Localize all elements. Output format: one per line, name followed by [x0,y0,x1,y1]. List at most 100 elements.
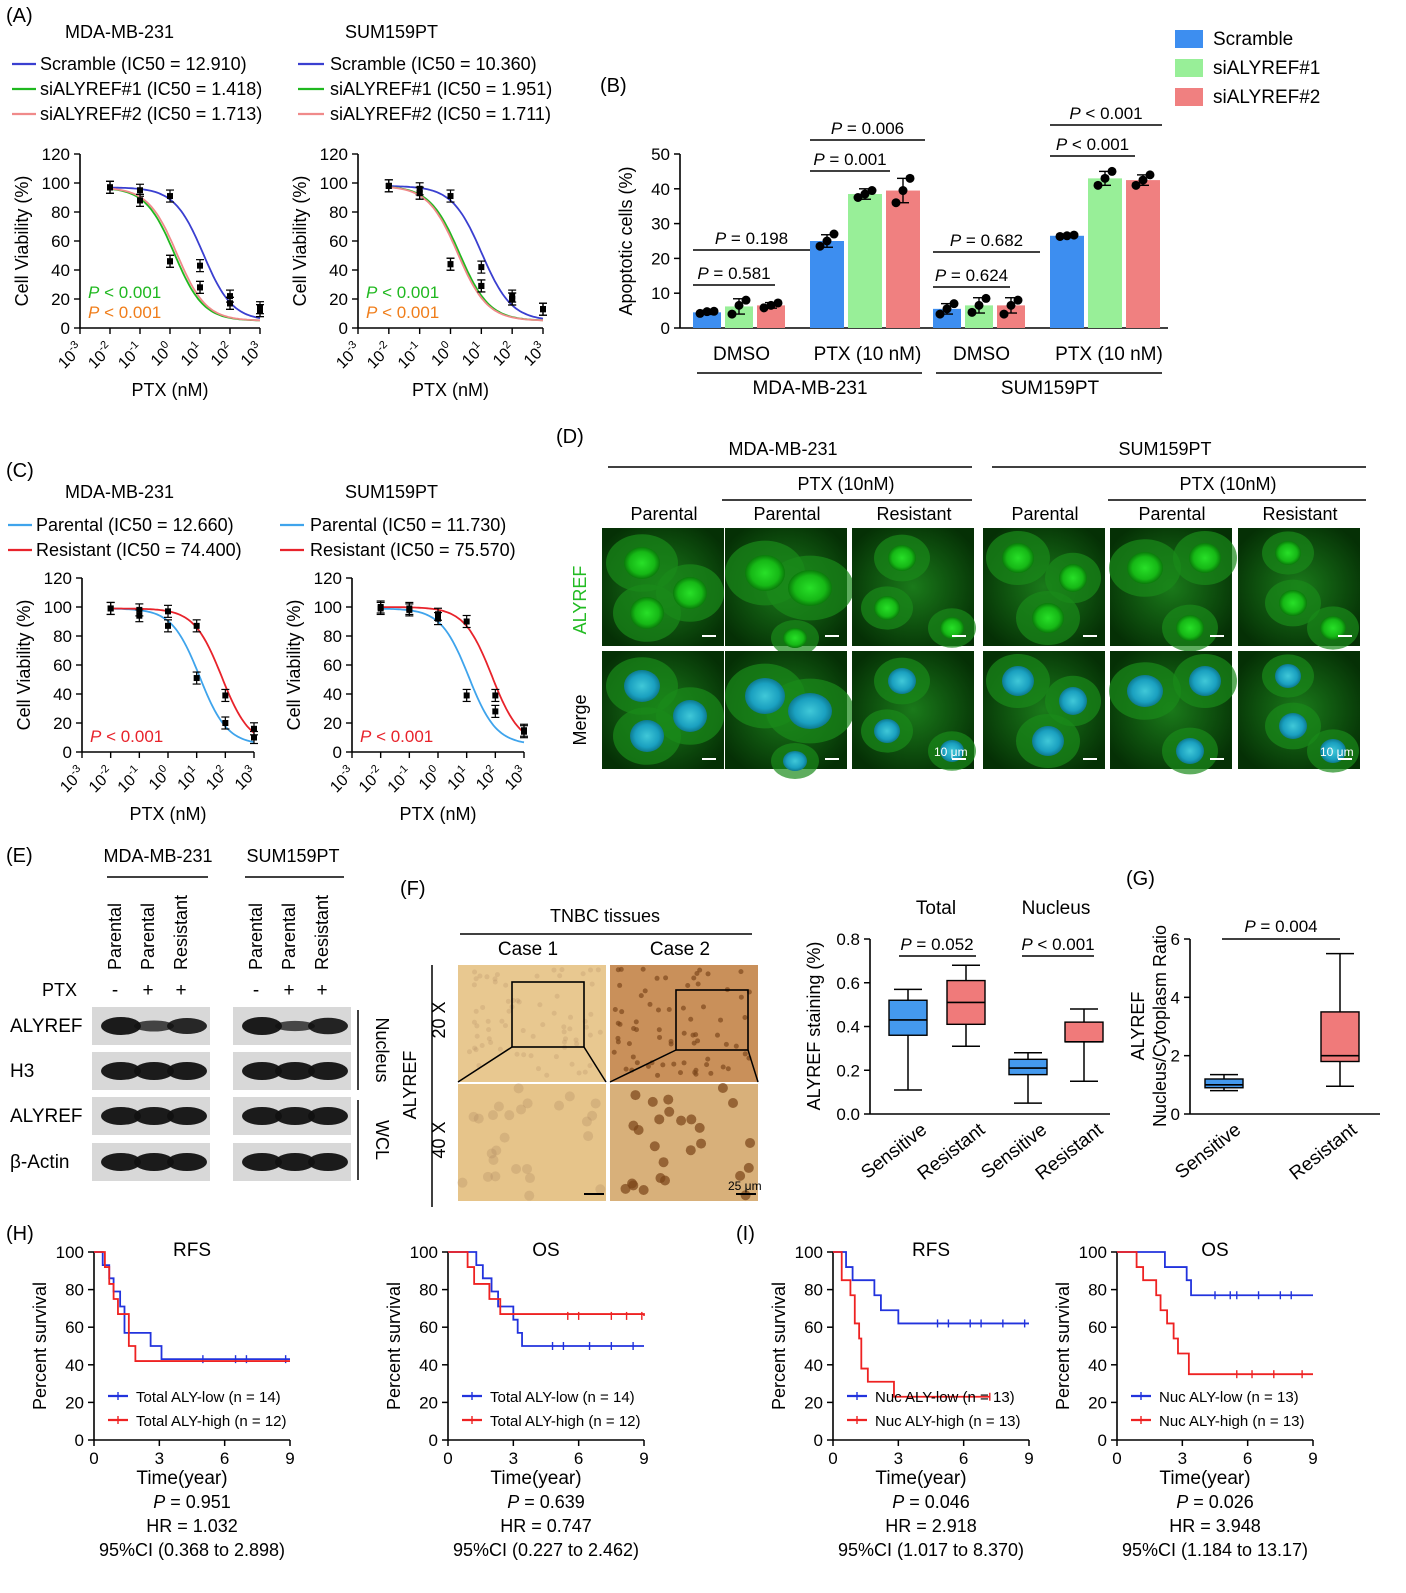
nucleus-stain [473,976,479,982]
nucleus-stain [623,1066,629,1072]
y-axis-label: Percent survival [30,1282,50,1410]
confidence-interval: 95%CI (1.184 to 13.17) [1122,1540,1308,1560]
x-tick-label: 9 [285,1449,294,1468]
dose-curve [380,606,525,734]
lane-label: Resistant [312,895,332,970]
x-tick-label: 6 [1243,1449,1252,1468]
legend-label: Total ALY-high (n = 12) [136,1413,287,1430]
nucleus [874,596,900,620]
stain-label: ALYREF [400,1051,420,1120]
column-label: Parental [630,504,697,524]
p-value: P = 0.052 [900,935,973,954]
x-tick-label: 3 [1178,1449,1187,1468]
micrograph [725,528,854,656]
y-tick-label: 60 [419,1318,438,1337]
cell-line-title: MDA-MB-231 [103,846,212,866]
p-value: P = 0.001 [813,150,886,169]
nucleus-stain [740,1190,751,1201]
ptx-sign: + [175,980,186,1001]
nucleus-stain [554,1100,565,1111]
nucleus-stain [630,1090,641,1101]
y-tick-label: 30 [651,215,670,234]
x-tick-label: 100 [426,339,457,370]
y-tick-label: 10 [651,284,670,303]
x-tick-label: 10-1 [393,339,427,373]
y-axis-label: Apoptotic cells (%) [616,166,636,315]
nucleus-stain [685,1145,696,1156]
y-tick-label: 60 [329,232,348,251]
group-label: PTX (10 nM) [1055,344,1163,365]
box [1204,1078,1244,1089]
x-tick-label: 10-3 [53,339,87,373]
blot-band [134,1020,174,1032]
nucleus-stain [573,1037,579,1043]
nucleus-stain [516,1104,527,1115]
nucleus-stain [695,981,701,987]
y-tick-label: 4 [1171,988,1180,1007]
data-dot [741,295,751,305]
nucleus [788,693,832,729]
p-value: P < 0.001 [366,303,439,322]
dose-curve [380,607,525,744]
nucleus-stain [583,1024,589,1030]
panel-label-F: (F) [400,878,426,900]
nucleus-stain [645,1063,651,1069]
nucleus-stain [638,1184,649,1195]
y-tick-label: 60 [51,232,70,251]
y-axis-label: Percent survival [769,1282,789,1410]
nucleus-stain [658,1157,669,1168]
y-tick-label: 20 [1088,1393,1107,1412]
micrograph [602,651,724,769]
x-tick-label: 3 [894,1449,903,1468]
p-value: P = 0.046 [892,1492,970,1512]
nucleus-stain [690,1032,696,1038]
nucleus-stain [742,1051,748,1057]
y-tick-label: 20 [65,1393,84,1412]
y-tick-label: 120 [320,145,348,164]
y-tick-label: 0.0 [836,1105,860,1124]
y-tick-label: 0.6 [836,974,860,993]
legend-label: Parental (IC50 = 11.730) [310,515,506,535]
nucleus-stain [582,1069,588,1075]
legend-label: Total ALY-low (n = 14) [136,1389,281,1406]
zoom-line [583,1046,607,1083]
hazard-ratio: HR = 3.948 [1169,1516,1261,1536]
nucleus-stain [485,1018,491,1024]
x-tick-label: 102 [471,763,502,794]
y-tick-label: 40 [419,1356,438,1375]
nucleus-stain [615,1035,621,1041]
p-value: P < 0.001 [88,283,161,302]
legend-label: Resistant (IC50 = 75.570) [310,540,516,560]
nucleus-stain [680,1005,686,1011]
nucleus [874,719,900,743]
column-label: Parental [753,504,820,524]
y-tick-label: 0 [661,319,670,338]
x-category-label: Sensitive [1171,1119,1245,1183]
legend-swatch [1175,30,1203,48]
x-tick-label: 103 [236,339,267,370]
y-tick-label: 100 [314,598,342,617]
nucleus-stain [708,1070,714,1076]
y-tick-label: 0 [1098,1431,1107,1450]
ptx-label: PTX [42,980,77,1000]
cell-label: MDA-MB-231 [752,378,867,399]
column-label: Resistant [1262,504,1337,524]
y-tick-label: 20 [53,714,72,733]
nucleus-stain [705,1056,711,1062]
data-dot [829,229,839,239]
nucleus [1032,603,1064,633]
nucleus-stain [503,982,509,988]
nucleus-stain [516,999,522,1005]
legend-label: Scramble [1213,29,1293,50]
box [1064,1021,1104,1043]
nucleus-stain [488,1039,494,1045]
micrograph [1238,528,1360,650]
blot-band [167,1018,207,1034]
micrograph [852,528,976,648]
nucleus-stain [563,1036,569,1042]
y-tick-label: 120 [314,569,342,588]
km-title: RFS [173,1240,211,1261]
x-tick-label: 0 [443,1449,452,1468]
